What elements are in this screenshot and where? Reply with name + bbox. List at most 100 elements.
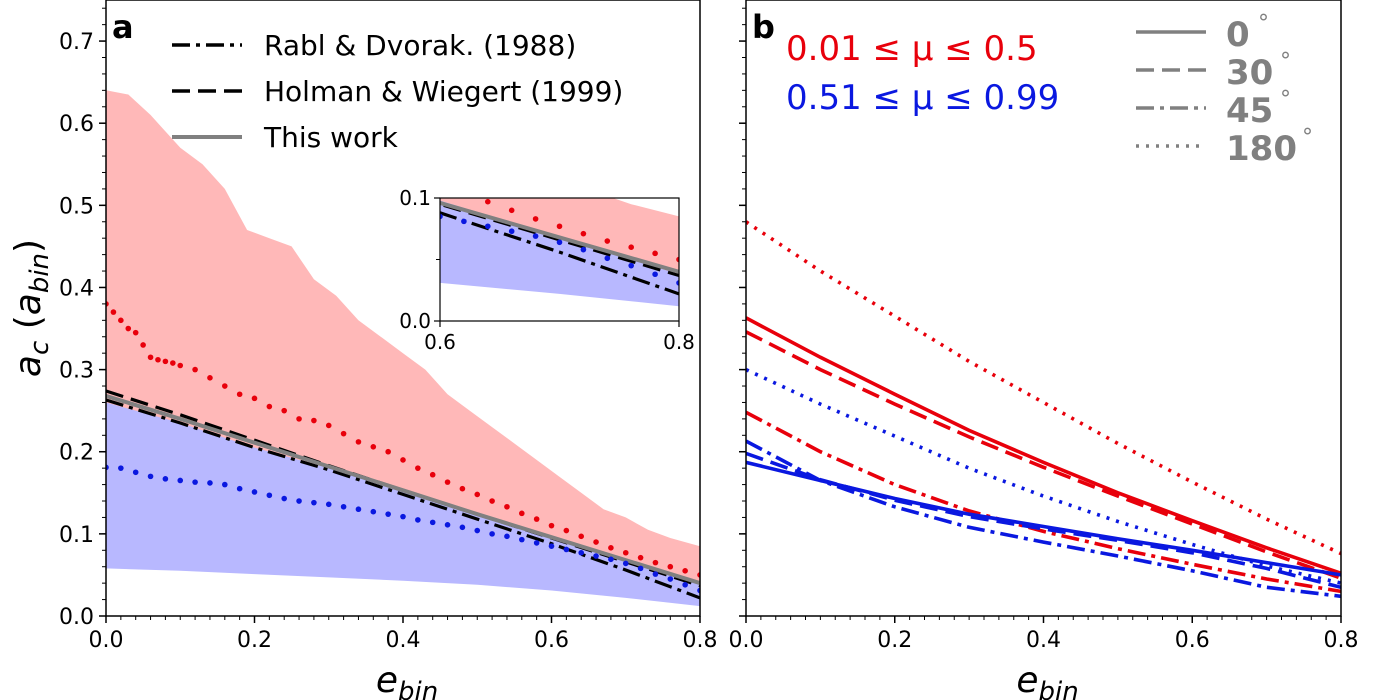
x-tick-label: 0.6 bbox=[534, 628, 569, 653]
data-point bbox=[533, 516, 540, 522]
data-point bbox=[593, 539, 599, 545]
angle-legend-label-3: 180 bbox=[1226, 129, 1297, 169]
inset-point bbox=[628, 244, 634, 250]
data-point bbox=[548, 543, 555, 549]
data-point bbox=[519, 510, 525, 517]
band-blue bbox=[106, 402, 700, 607]
inset-point bbox=[532, 233, 539, 239]
data-point bbox=[622, 549, 629, 556]
dotted-series-3 bbox=[106, 301, 700, 578]
y-axis-title-sub: c bbox=[25, 341, 55, 355]
angle-legend-unit-2: ° bbox=[1280, 87, 1291, 112]
data-point bbox=[578, 549, 584, 556]
angle-legend-label-0: 0 bbox=[1226, 15, 1250, 55]
y-tick-label: 0.7 bbox=[59, 30, 94, 55]
inset-point bbox=[652, 271, 658, 278]
x-tick-label: 0.8 bbox=[683, 628, 718, 653]
angle-legend-unit-3: ° bbox=[1302, 125, 1313, 150]
x-axis-title-main: e bbox=[1016, 660, 1038, 700]
y-axis-title-close: ) bbox=[8, 239, 49, 253]
data-point bbox=[667, 563, 674, 570]
y-tick-label: 0.1 bbox=[59, 523, 94, 548]
data-point bbox=[251, 395, 258, 402]
inset-plot bbox=[413, 173, 679, 307]
data-point bbox=[155, 356, 161, 363]
data-point bbox=[236, 391, 243, 398]
data-point bbox=[296, 498, 302, 504]
inset-point bbox=[532, 216, 539, 222]
mu-label-1: 0.51 ≤ μ ≤ 0.99 bbox=[786, 78, 1059, 118]
inset-point bbox=[604, 238, 611, 244]
data-point bbox=[444, 479, 451, 485]
inset-point bbox=[437, 183, 443, 189]
legend-label-0: Rabl & Dvorak. (1988) bbox=[264, 29, 576, 62]
data-point bbox=[637, 554, 644, 561]
x-tick-label: 0.8 bbox=[1324, 628, 1359, 653]
x-tick-label: 0.2 bbox=[877, 628, 912, 653]
y-tick-label: 0.5 bbox=[59, 194, 94, 219]
data-point bbox=[459, 485, 466, 492]
inset-point bbox=[604, 255, 611, 262]
inset-point bbox=[556, 223, 563, 230]
inset-point bbox=[413, 173, 419, 179]
data-point bbox=[266, 492, 273, 499]
data-point bbox=[682, 581, 688, 588]
data-point bbox=[444, 522, 451, 528]
data-point bbox=[162, 476, 169, 482]
data-point bbox=[370, 444, 377, 450]
inset-x-label: 0.6 bbox=[424, 330, 456, 354]
data-point bbox=[162, 358, 169, 365]
data-point bbox=[132, 329, 139, 336]
inset-y-label: 0.0 bbox=[399, 309, 431, 333]
x-axis-title: ebin bbox=[1016, 660, 1078, 700]
data-point bbox=[222, 383, 228, 389]
inset-point bbox=[652, 250, 658, 257]
inset-point bbox=[461, 218, 467, 225]
data-point bbox=[177, 477, 184, 484]
x-axis-title: ebin bbox=[376, 660, 438, 700]
data-point bbox=[608, 545, 614, 551]
data-point bbox=[296, 416, 302, 422]
data-point bbox=[355, 439, 362, 445]
panel-b-plot bbox=[746, 220, 1341, 599]
angle-legend-unit-1: ° bbox=[1280, 49, 1291, 74]
data-point bbox=[125, 325, 132, 332]
inset-line-2 bbox=[440, 200, 679, 274]
data-point bbox=[118, 317, 124, 324]
series-line-7 bbox=[746, 367, 1341, 585]
data-point bbox=[132, 469, 139, 476]
data-point bbox=[652, 571, 659, 577]
inset-x-label: 0.8 bbox=[663, 330, 695, 354]
data-point bbox=[504, 533, 510, 540]
data-point bbox=[474, 527, 481, 534]
panel-a: 0.0 0.2 0.4 0.6 0.8 0.0 0.1 0.2 0.3 0.4 0.5 0.6 0.7 e… bbox=[8, 0, 718, 700]
inset-point bbox=[508, 228, 515, 235]
series-line-6 bbox=[746, 439, 1341, 599]
data-point bbox=[415, 517, 421, 523]
inset-y-label: 0.1 bbox=[399, 186, 431, 210]
data-point bbox=[474, 491, 481, 498]
data-point bbox=[533, 540, 540, 546]
data-point bbox=[236, 485, 243, 492]
data-point bbox=[637, 565, 644, 572]
x-tick-label: 0.0 bbox=[89, 628, 124, 653]
y-axis-title-a2: a bbox=[8, 293, 49, 315]
y-tick-label: 0.3 bbox=[59, 359, 94, 384]
data-point bbox=[311, 417, 317, 424]
data-point bbox=[266, 403, 273, 410]
data-point bbox=[563, 527, 570, 534]
x-tick-label: 0.4 bbox=[1026, 628, 1061, 653]
data-point bbox=[489, 531, 495, 537]
data-point bbox=[192, 479, 198, 485]
inset-dotted-4 bbox=[440, 213, 679, 286]
x-axis-title-sub: bin bbox=[1038, 677, 1078, 700]
data-point bbox=[429, 471, 436, 478]
series-line-1 bbox=[746, 330, 1341, 580]
panel-label-b: b bbox=[752, 8, 775, 46]
series-line-0 bbox=[106, 398, 700, 600]
inset-point bbox=[440, 213, 443, 220]
x-tick-label: 0.2 bbox=[237, 628, 272, 653]
data-point bbox=[652, 559, 659, 566]
inset-point bbox=[676, 280, 679, 286]
